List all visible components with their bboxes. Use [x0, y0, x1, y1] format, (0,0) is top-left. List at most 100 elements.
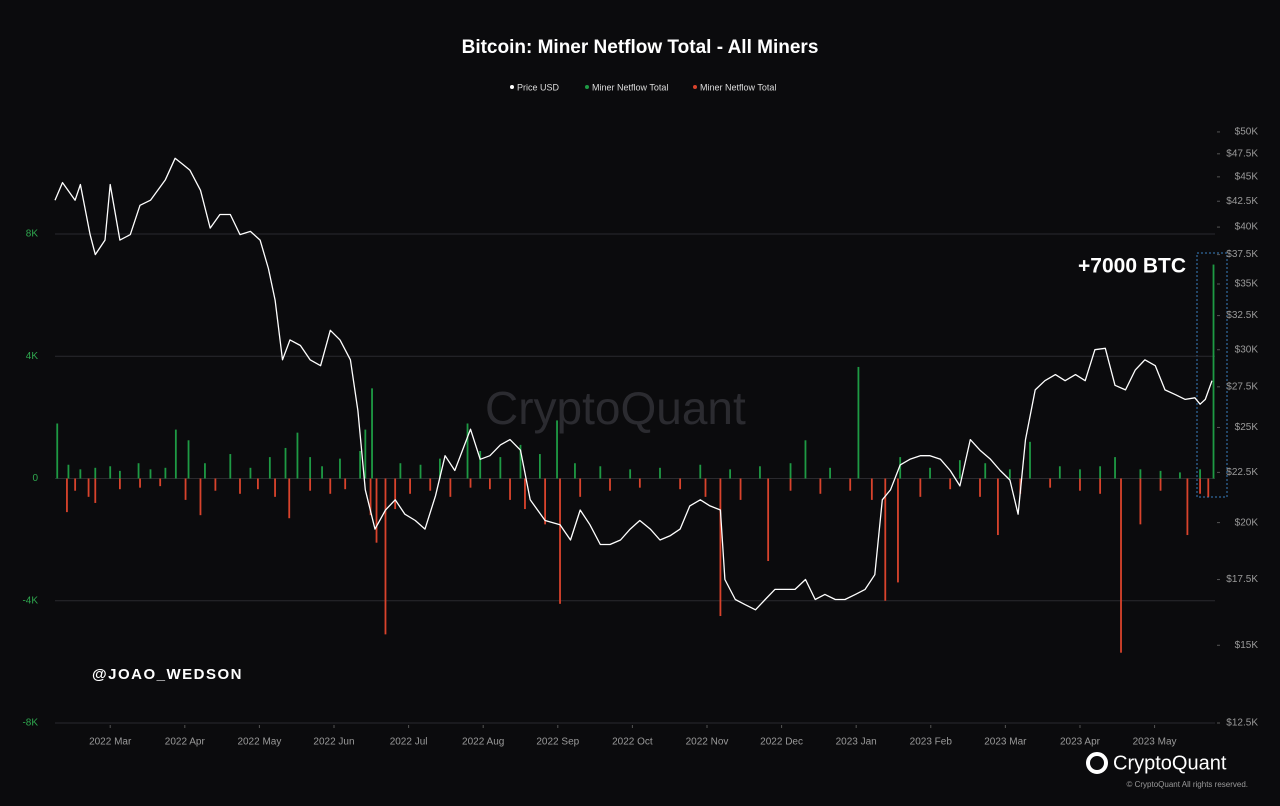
chart-title: Bitcoin: Miner Netflow Total - All Miner… — [462, 37, 819, 58]
bar — [364, 429, 367, 479]
bar — [704, 478, 707, 497]
bar — [1120, 478, 1122, 653]
brand: CryptoQuant — [1113, 752, 1227, 774]
y2-tick-label: $35K — [1235, 279, 1259, 290]
bar — [284, 447, 287, 479]
bar — [804, 440, 807, 479]
bar — [274, 478, 276, 497]
legend-label: Miner Netflow Total — [700, 82, 776, 92]
bar — [288, 478, 291, 519]
y2-tick-label: $17.5K — [1226, 574, 1258, 585]
bar — [344, 478, 347, 490]
bar — [556, 420, 558, 479]
bar — [884, 478, 887, 601]
y2-tick-label: $25K — [1235, 422, 1259, 433]
bar — [739, 478, 742, 500]
bar — [870, 478, 873, 500]
bar — [958, 460, 961, 479]
bar — [1029, 441, 1031, 479]
bar — [1099, 478, 1102, 494]
y2-tick-label: $12.5K — [1226, 718, 1258, 729]
legend-label: Miner Netflow Total — [592, 82, 668, 92]
bar — [187, 440, 190, 479]
x-tick-label: 2022 May — [237, 737, 281, 748]
bar — [1114, 457, 1116, 479]
bar — [499, 457, 502, 479]
watermark: CryptoQuant — [485, 382, 746, 434]
bar — [1186, 478, 1189, 536]
bar — [1159, 470, 1162, 479]
bar — [1212, 264, 1215, 479]
y2-tick-label: $45K — [1235, 172, 1259, 183]
bar — [699, 464, 702, 479]
bar — [199, 478, 202, 516]
bar — [1079, 478, 1081, 491]
bar — [949, 478, 952, 490]
bar — [679, 478, 682, 490]
y-tick-label: 8K — [26, 229, 39, 240]
bar — [359, 450, 362, 479]
bar — [369, 478, 372, 516]
x-tick-label: 2022 Oct — [612, 737, 653, 748]
bar — [524, 478, 526, 510]
y2-tick-label: $42.5K — [1226, 196, 1258, 207]
bar — [979, 478, 981, 497]
bar — [409, 478, 411, 494]
bar — [257, 478, 259, 490]
bar — [1139, 478, 1142, 525]
legend-label: Price USD — [517, 82, 560, 92]
bar — [239, 478, 241, 494]
price-line — [54, 157, 1213, 611]
y2-tick-label: $22.5K — [1226, 467, 1258, 478]
y2-tick-label: $50K — [1235, 127, 1259, 138]
bar — [394, 478, 397, 510]
bar — [1199, 478, 1201, 494]
legend-marker — [585, 85, 589, 89]
bar — [204, 463, 206, 479]
bar — [74, 478, 77, 491]
bar — [1049, 478, 1052, 488]
legend-marker — [510, 85, 514, 89]
bar — [309, 478, 312, 491]
bar — [249, 467, 252, 479]
bar — [149, 469, 152, 479]
y2-tick-label: $30K — [1235, 344, 1259, 355]
bar — [897, 478, 899, 583]
bar — [164, 467, 167, 479]
bar — [559, 478, 561, 604]
bar — [94, 478, 97, 503]
bar — [829, 467, 831, 479]
bar — [1099, 466, 1102, 479]
bar — [119, 470, 121, 479]
bar — [449, 478, 452, 497]
bar — [159, 478, 162, 487]
bar — [1008, 469, 1011, 479]
legend-marker — [693, 85, 697, 89]
bar — [296, 432, 299, 479]
bar — [339, 458, 341, 479]
y2-tick-label: $47.5K — [1226, 148, 1258, 159]
bar — [849, 478, 852, 491]
y2-tick-label: $15K — [1235, 640, 1259, 651]
bar — [94, 467, 97, 479]
bar — [375, 478, 378, 543]
bar — [399, 463, 402, 479]
credit: @JOAO_WEDSON — [92, 666, 243, 683]
bar — [857, 366, 860, 479]
brand-logo — [1086, 752, 1108, 774]
x-tick-label: 2022 Aug — [462, 737, 504, 748]
bar — [789, 463, 792, 479]
bar — [489, 478, 491, 490]
x-tick-label: 2022 Dec — [760, 737, 803, 748]
bar — [66, 478, 68, 513]
bar — [119, 478, 121, 490]
bar — [599, 466, 602, 479]
highlight-box — [1196, 252, 1228, 498]
x-tick-label: 2022 Jul — [390, 737, 428, 748]
bar — [759, 466, 761, 479]
bar — [466, 423, 469, 479]
x-tick-label: 2023 Jan — [836, 737, 877, 748]
y-tick-label: -8K — [22, 718, 38, 729]
